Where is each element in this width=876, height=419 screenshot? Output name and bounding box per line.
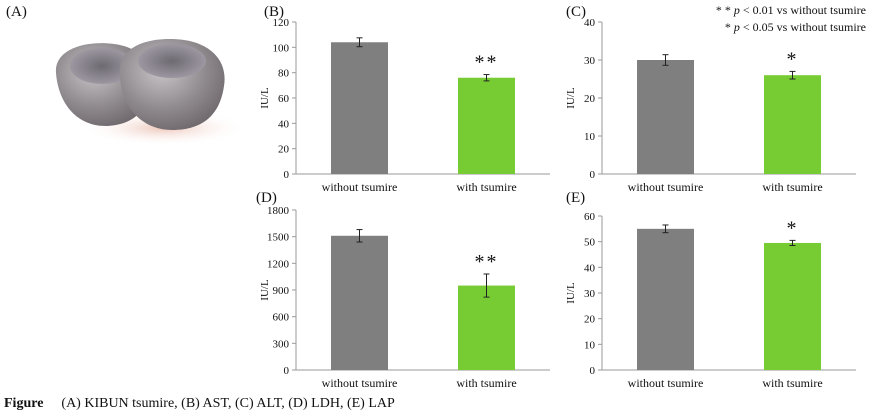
tsumire-left-hollow (70, 48, 134, 84)
y-axis-label: IU/L (259, 87, 271, 109)
ldh-chart: 0 300 600 900 1200 1500 1800 IU/L without tsumir… (259, 205, 550, 390)
x-category-label: with tsumire (762, 180, 822, 194)
x-category-label: with tsumire (456, 180, 516, 194)
y-tick-label: 1200 (267, 258, 290, 270)
y-axis-label: IU/L (565, 282, 577, 304)
y-tick-label: 120 (273, 17, 290, 29)
bar-without-tsumire (637, 60, 694, 174)
y-axis-label: IU/L (565, 87, 577, 109)
y-tick-label: 10 (584, 339, 596, 351)
significance-mark: ** (475, 52, 499, 74)
panel-a-label: (A) (6, 4, 27, 20)
panel-e-label: (E) (566, 190, 586, 206)
bar-without-tsumire (637, 228, 694, 370)
y-tick-label: 80 (278, 68, 290, 80)
y-tick-label: 10 (584, 131, 596, 143)
significance-mark: * (787, 48, 799, 70)
figure-caption: Figure (A) KIBUN tsumire, (B) AST, (C) AL… (4, 396, 395, 412)
bar-without-tsumire (331, 42, 388, 175)
y-tick-label: 60 (584, 211, 596, 223)
x-category-label: without tsumire (628, 180, 704, 194)
y-axis-label: IU/L (259, 279, 271, 301)
bar-without-tsumire (331, 235, 388, 370)
y-tick-label: 20 (278, 144, 290, 156)
significance-legend: * * p < 0.01 vs without tsumire * p < 0.… (716, 2, 866, 36)
legend-line-p005: * p < 0.05 vs without tsumire (724, 20, 866, 34)
y-tick-label: 100 (273, 42, 290, 54)
tsumire-right-hollow (138, 44, 206, 78)
y-tick-label: 900 (273, 285, 290, 297)
panel-b-label: (B) (264, 4, 284, 20)
y-tick-label: 0 (284, 169, 290, 181)
y-tick-label: 1500 (267, 232, 290, 244)
x-category-label: without tsumire (322, 376, 398, 390)
x-category-label: with tsumire (762, 376, 822, 390)
y-tick-label: 60 (278, 93, 290, 105)
y-tick-label: 1800 (267, 205, 290, 217)
alt-chart: 0 10 20 30 40 IU/L without tsumire * with tsumir… (565, 17, 856, 194)
significance-mark: ** (475, 251, 499, 273)
x-category-label: with tsumire (456, 376, 516, 390)
y-tick-label: 30 (584, 55, 596, 67)
legend-line-p001: * * p < 0.01 vs without tsumire (715, 3, 866, 17)
y-tick-label: 0 (590, 169, 596, 181)
x-category-label: without tsumire (322, 180, 398, 194)
y-tick-label: 300 (273, 338, 290, 350)
panel-c-label: (C) (566, 4, 586, 20)
ast-chart: 0 20 40 60 80 100 120 IU/L without tsumire ** with… (259, 17, 550, 194)
y-tick-label: 40 (584, 262, 596, 274)
caption-text: (A) KIBUN tsumire, (B) AST, (C) ALT, (D)… (61, 396, 395, 411)
y-tick-label: 600 (273, 312, 290, 324)
y-tick-label: 20 (584, 314, 596, 326)
bar-with-tsumire (458, 77, 515, 174)
caption-label: Figure (4, 396, 44, 411)
tsumire-photo (55, 39, 244, 146)
lap-chart: 0 10 20 30 40 50 60 IU/L without tsumire * with ts… (565, 211, 856, 390)
panel-d-label: (D) (256, 190, 277, 206)
y-tick-label: 40 (584, 17, 596, 29)
bar-with-tsumire (764, 242, 821, 370)
y-tick-label: 0 (284, 365, 290, 377)
y-tick-label: 30 (584, 288, 596, 300)
y-tick-label: 20 (584, 93, 596, 105)
bar-with-tsumire (458, 285, 515, 370)
y-tick-label: 40 (278, 118, 290, 130)
significance-mark: * (787, 217, 799, 239)
bar-with-tsumire (764, 75, 821, 174)
y-tick-label: 50 (584, 237, 596, 249)
y-tick-label: 0 (590, 365, 596, 377)
x-category-label: without tsumire (628, 376, 704, 390)
